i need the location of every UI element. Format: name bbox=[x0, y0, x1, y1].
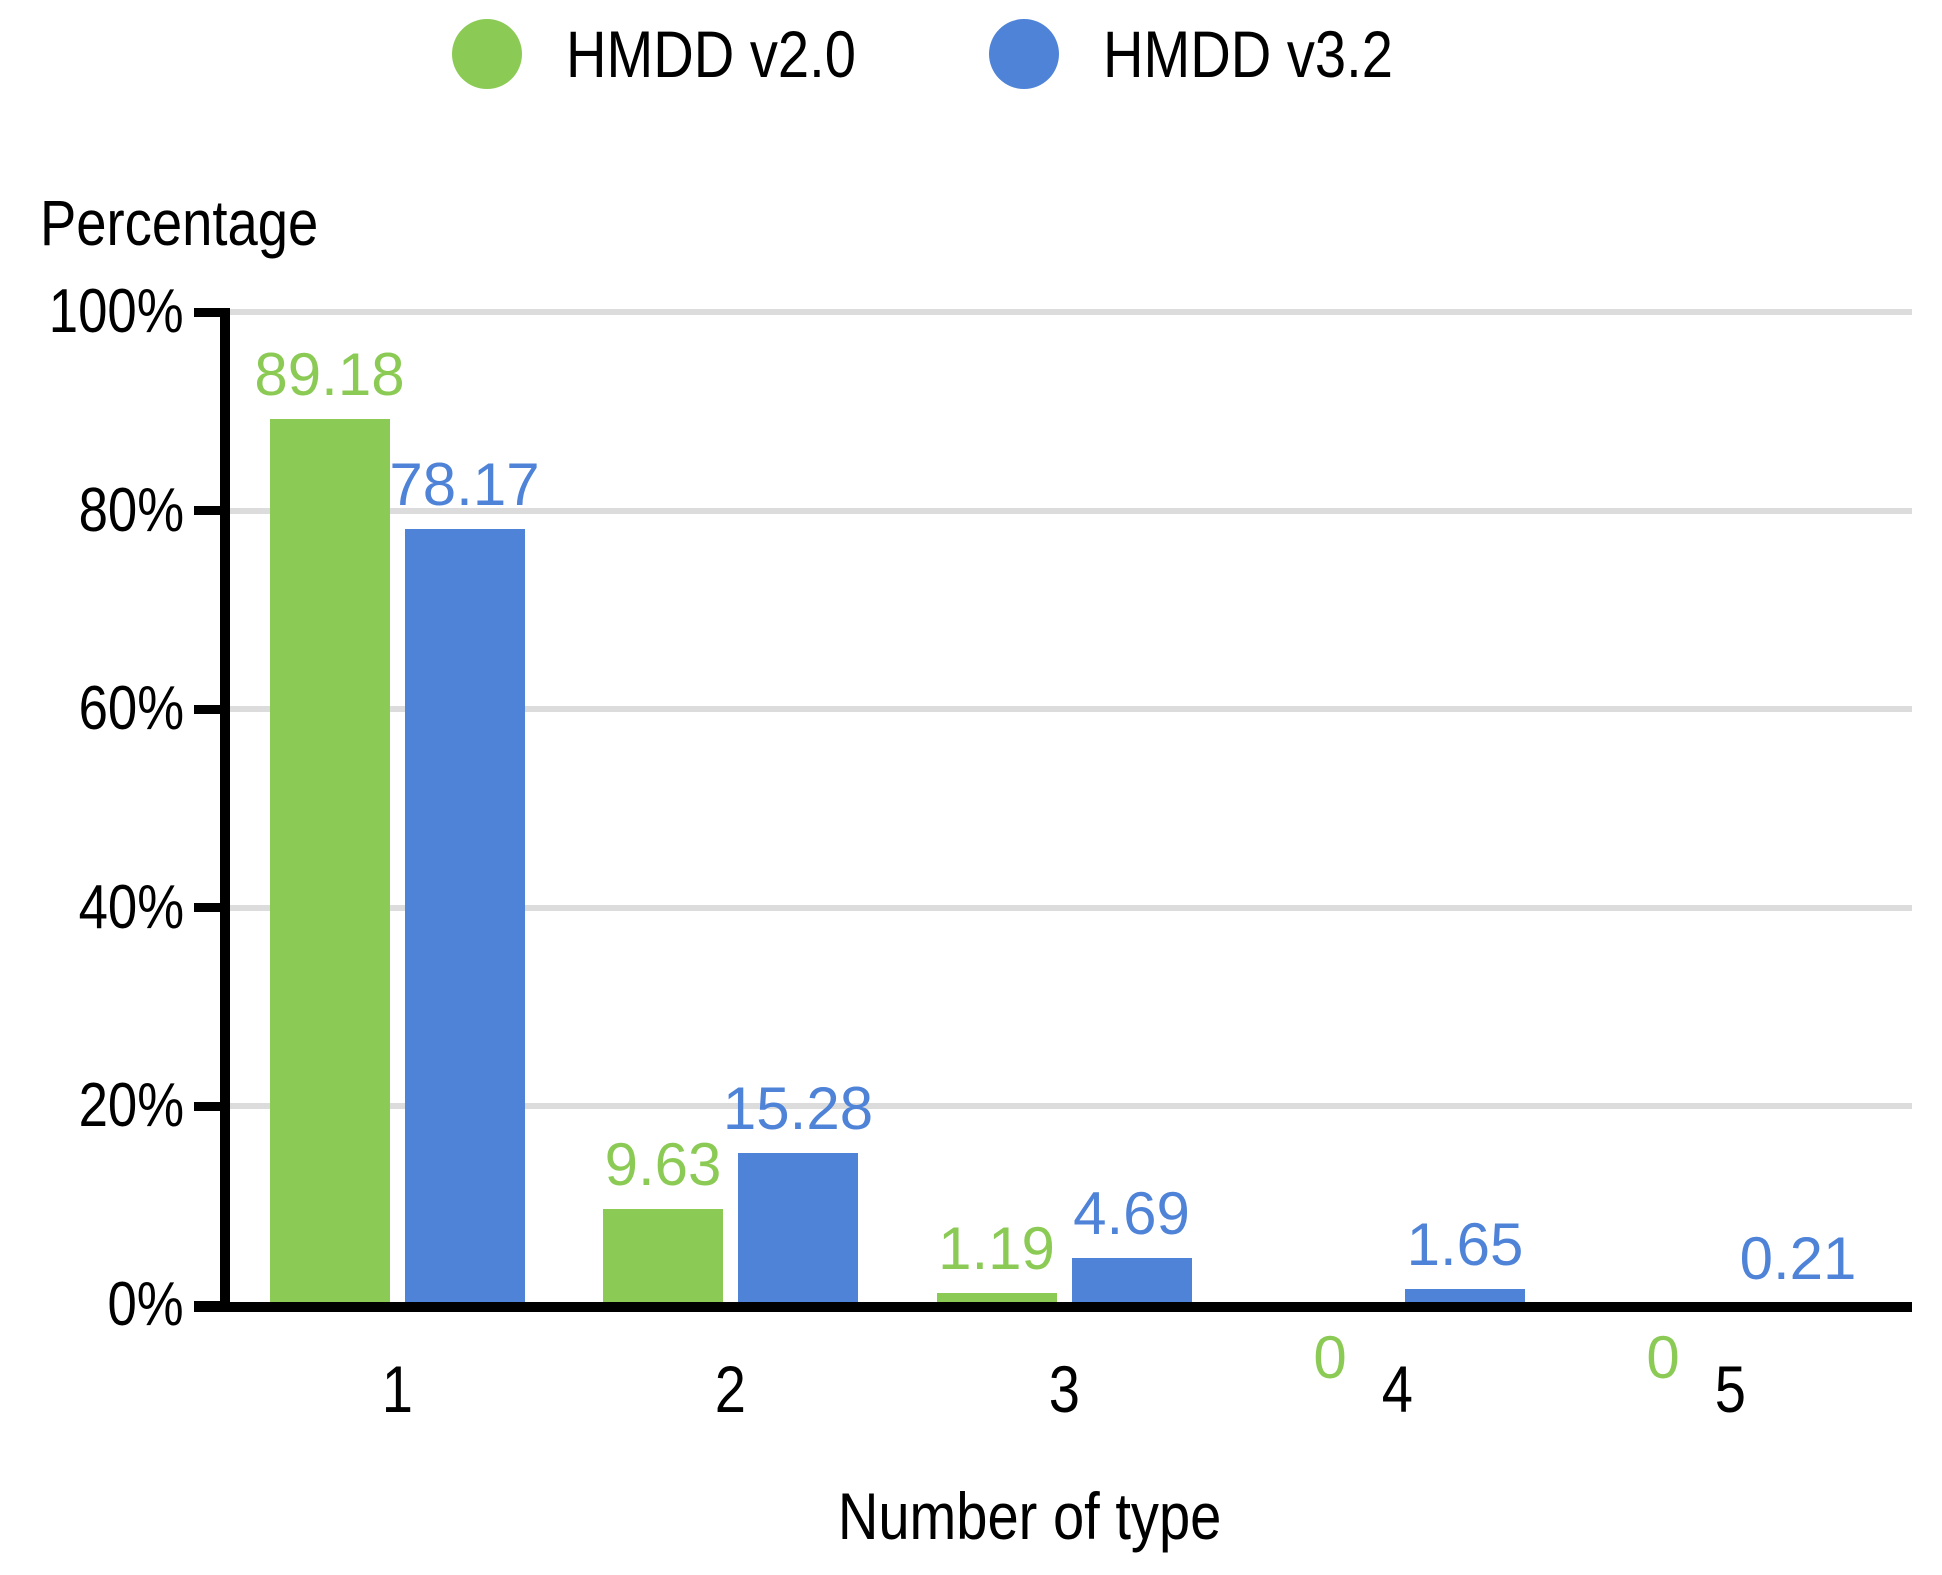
value-label-hmdd-v3-cat1: 78.17 bbox=[389, 450, 540, 518]
y-tick-20% bbox=[194, 1101, 220, 1111]
x-category-label-3: 3 bbox=[1048, 1352, 1080, 1426]
bar-hmdd-v2-cat2 bbox=[603, 1209, 723, 1309]
x-axis-line bbox=[194, 1302, 1912, 1312]
y-tick-0% bbox=[194, 1300, 220, 1310]
value-label-hmdd-v3-cat5: 0.21 bbox=[1739, 1224, 1857, 1292]
x-category-label-2: 2 bbox=[714, 1352, 747, 1426]
y-tick-label-20%: 20% bbox=[78, 1071, 184, 1141]
y-tick-60% bbox=[194, 704, 220, 714]
x-category-label-1: 1 bbox=[381, 1352, 413, 1426]
y-tick-label-0%: 0% bbox=[107, 1270, 184, 1339]
bar-hmdd-v3-cat3 bbox=[1071, 1258, 1192, 1309]
value-label-hmdd-v2-cat1: 89.18 bbox=[254, 341, 405, 409]
value-label-hmdd-v2-cat3: 1.19 bbox=[938, 1215, 1055, 1283]
value-label-hmdd-v3-cat4: 1.65 bbox=[1406, 1210, 1524, 1278]
value-label-hmdd-v2-cat4: 0 bbox=[1313, 1324, 1347, 1391]
value-label-hmdd-v3-cat2: 15.28 bbox=[722, 1075, 874, 1143]
value-label-hmdd-v2-cat2: 9.63 bbox=[604, 1131, 722, 1199]
y-axis-title: Percentage bbox=[40, 187, 319, 259]
y-tick-label-60%: 60% bbox=[78, 674, 184, 744]
legend-dot-hmdd-v3-icon bbox=[989, 19, 1060, 89]
value-label-hmdd-v3-cat3: 4.69 bbox=[1073, 1180, 1190, 1248]
gridline-100% bbox=[230, 309, 1912, 315]
gridline-80% bbox=[230, 507, 1912, 514]
y-tick-40% bbox=[194, 903, 220, 913]
gridline-40% bbox=[230, 904, 1912, 911]
y-tick-label-80%: 80% bbox=[78, 475, 184, 545]
y-tick-80% bbox=[194, 506, 220, 516]
x-axis-title: Number of type bbox=[838, 1479, 1222, 1553]
y-tick-100% bbox=[194, 307, 220, 317]
y-axis-line bbox=[220, 308, 230, 1312]
legend-item-hmdd-v2: HMDD v2.0 bbox=[452, 16, 907, 92]
y-tick-label-40%: 40% bbox=[78, 872, 184, 942]
legend-dot-hmdd-v2-icon bbox=[452, 19, 522, 89]
value-label-hmdd-v2-cat5: 0 bbox=[1646, 1324, 1680, 1391]
x-category-label-5: 5 bbox=[1714, 1352, 1747, 1426]
legend: HMDD v2.0 HMDD v3.2 bbox=[452, 16, 1444, 92]
legend-label-hmdd-v3: HMDD v3.2 bbox=[1103, 17, 1393, 91]
bar-hmdd-v2-cat1 bbox=[269, 419, 390, 1309]
bar-hmdd-v3-cat2 bbox=[738, 1153, 858, 1309]
bar-hmdd-v3-cat1 bbox=[404, 528, 525, 1309]
gridline-60% bbox=[230, 706, 1912, 713]
legend-label-hmdd-v2: HMDD v2.0 bbox=[566, 17, 856, 91]
legend-item-hmdd-v3: HMDD v3.2 bbox=[989, 16, 1444, 92]
x-category-label-4: 4 bbox=[1381, 1352, 1414, 1426]
y-tick-label-100%: 100% bbox=[49, 277, 184, 346]
gridline-20% bbox=[230, 1103, 1912, 1110]
